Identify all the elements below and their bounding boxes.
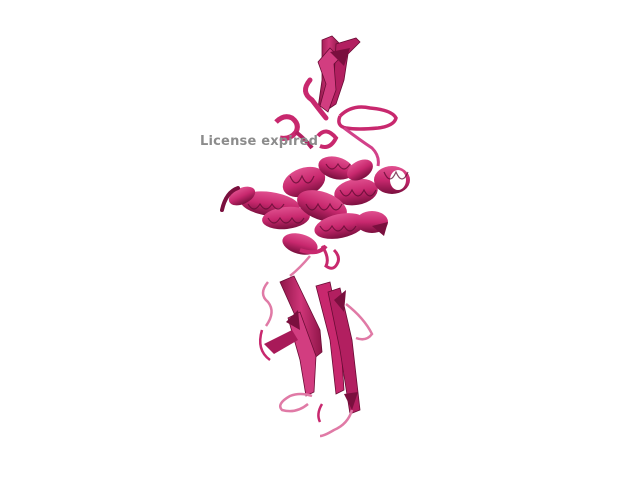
helical-domain xyxy=(220,156,410,255)
license-watermark: License expired xyxy=(200,134,319,149)
beta-sandwich-domain xyxy=(264,275,361,415)
linker-loop xyxy=(289,245,340,277)
upper-loops xyxy=(274,105,398,167)
protein-cartoon xyxy=(220,35,410,438)
top-beta-hairpin xyxy=(303,35,361,121)
lower-loops xyxy=(259,281,374,438)
